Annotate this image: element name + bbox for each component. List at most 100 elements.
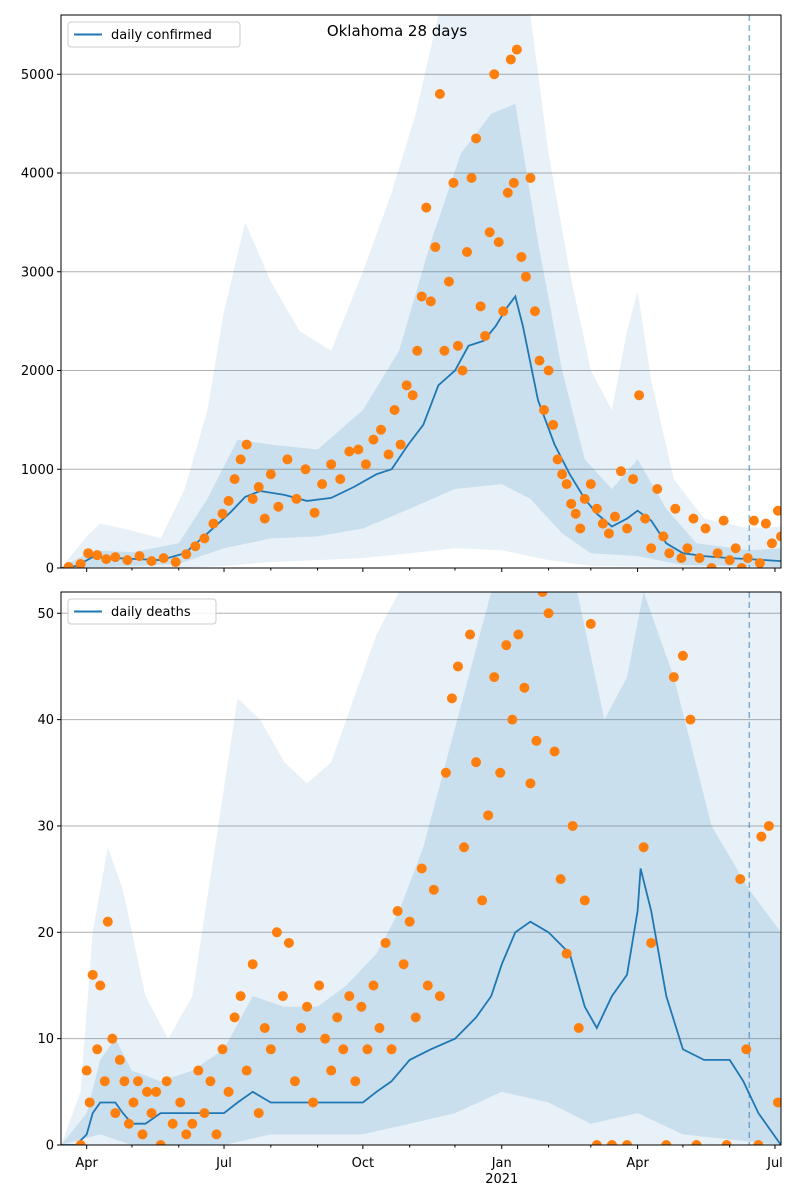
- data-point: [376, 424, 386, 435]
- data-point: [407, 390, 418, 401]
- data-point: [603, 528, 614, 539]
- data-point: [137, 1129, 148, 1140]
- data-point: [640, 513, 651, 524]
- data-point: [446, 693, 457, 704]
- data-point: [459, 842, 470, 853]
- data-point: [452, 661, 463, 672]
- data-point: [772, 1097, 781, 1108]
- data-point: [776, 531, 781, 542]
- data-point: [398, 959, 409, 970]
- data-point: [421, 202, 432, 213]
- data-point: [362, 1044, 373, 1055]
- data-point: [199, 533, 210, 544]
- data-point: [223, 495, 234, 506]
- data-point: [579, 493, 590, 504]
- data-point: [555, 874, 566, 885]
- data-point: [763, 820, 774, 831]
- data-point: [519, 682, 530, 693]
- data-point: [128, 1097, 139, 1108]
- x-tick-label: Jan: [491, 1156, 512, 1171]
- data-point: [616, 466, 626, 477]
- data-point: [344, 991, 355, 1002]
- data-point: [448, 177, 459, 188]
- data-point: [360, 459, 371, 470]
- y-tick-label: 50: [37, 607, 54, 622]
- data-point: [175, 1097, 186, 1108]
- y-tick-label: 40: [37, 713, 54, 728]
- data-point: [99, 1076, 110, 1087]
- data-point: [300, 464, 311, 475]
- data-point: [676, 553, 687, 564]
- data-point: [107, 1033, 118, 1044]
- data-point: [416, 291, 427, 302]
- data-point: [142, 1086, 153, 1097]
- data-point: [87, 969, 98, 980]
- legend-box: [67, 21, 241, 48]
- data-point: [529, 306, 540, 317]
- data-point: [462, 247, 473, 257]
- data-point: [685, 714, 696, 725]
- x-tick-label: Apr: [75, 1156, 98, 1171]
- data-point: [652, 484, 663, 494]
- panel-daily-deaths: 0 10 20 30 40 50 Apr Jul Oct Jan Apr Jul 2021 daily d…: [37, 591, 783, 1187]
- data-point: [84, 1097, 95, 1108]
- y-tick-label: 2000: [21, 364, 54, 379]
- data-point: [291, 493, 302, 504]
- data-point: [452, 340, 463, 351]
- data-point: [430, 242, 441, 253]
- data-point: [664, 548, 675, 559]
- data-point: [110, 552, 121, 563]
- data-point: [606, 1140, 617, 1145]
- data-point: [277, 991, 288, 1002]
- data-point: [320, 1033, 331, 1044]
- y-tick-label: 0: [46, 562, 54, 577]
- data-point: [539, 405, 550, 415]
- data-point: [208, 518, 219, 529]
- data-point: [283, 937, 294, 948]
- data-point: [552, 454, 563, 465]
- x-tick-label: Jul: [215, 1156, 232, 1171]
- x-tick-label: Oct: [352, 1156, 374, 1171]
- data-point: [102, 916, 113, 927]
- data-point: [466, 172, 477, 183]
- data-point: [158, 553, 169, 564]
- data-point: [247, 959, 258, 970]
- data-point: [682, 543, 693, 554]
- data-point: [741, 1044, 752, 1055]
- data-point: [439, 345, 450, 356]
- y-tick-label: 20: [37, 926, 54, 941]
- axes-frame: [60, 14, 782, 569]
- data-point: [622, 1140, 633, 1145]
- data-point: [155, 1140, 166, 1145]
- data-point: [253, 1108, 264, 1119]
- data-point: [235, 454, 246, 465]
- data-point: [389, 405, 400, 415]
- y-tick-label: 10: [37, 1032, 54, 1047]
- data-point: [314, 980, 325, 991]
- data-point: [253, 482, 264, 493]
- data-point: [516, 251, 527, 262]
- data-point: [229, 1012, 240, 1023]
- y-tick-label: 1000: [21, 463, 54, 478]
- data-point: [416, 863, 427, 874]
- data-point: [561, 479, 572, 490]
- data-point: [81, 1065, 92, 1076]
- data-point: [114, 1054, 125, 1065]
- data-point: [525, 172, 536, 183]
- data-point: [772, 505, 781, 516]
- data-point: [217, 1044, 228, 1055]
- data-point: [489, 672, 500, 683]
- data-point: [471, 757, 482, 768]
- data-point: [465, 629, 476, 640]
- data-point: [410, 1012, 421, 1023]
- data-point: [187, 1118, 198, 1129]
- data-point: [753, 1140, 764, 1145]
- data-point: [289, 1076, 300, 1087]
- data-point: [575, 523, 586, 534]
- data-point: [628, 474, 639, 485]
- plot-area: [61, 15, 781, 568]
- data-point: [591, 503, 602, 514]
- data-point: [508, 177, 519, 188]
- data-point: [557, 469, 568, 480]
- data-point: [332, 1012, 343, 1023]
